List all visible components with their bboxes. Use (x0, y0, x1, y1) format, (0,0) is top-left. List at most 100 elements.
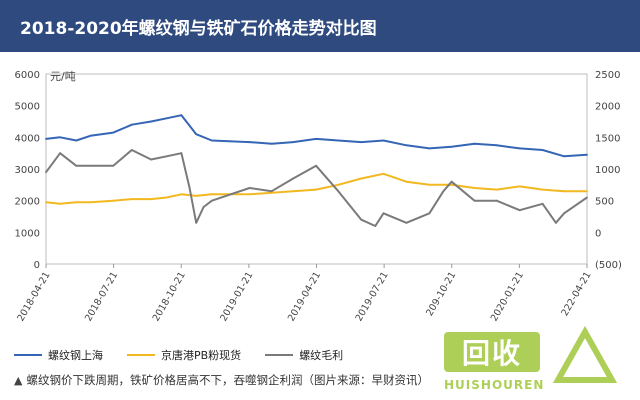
series-0-point (541, 149, 544, 151)
series-2-point (374, 225, 377, 227)
series-1-point (450, 183, 453, 186)
legend-swatch-iron-ore (127, 354, 155, 356)
series-2-point (89, 164, 92, 167)
series-1-point (495, 188, 498, 191)
legend-item-rebar: 螺纹钢上海 (14, 347, 103, 363)
x-tick-label: 2019-07-21 (354, 270, 391, 323)
x-tick-label: 209-10-21 (424, 270, 458, 318)
series-2-point (586, 196, 588, 199)
x-tick-label: 2018-07-21 (83, 270, 120, 323)
series-1-point (360, 177, 363, 180)
series-1-point (405, 180, 408, 183)
series-1-point (195, 195, 198, 197)
y-left-tick-label: 4000 (15, 133, 40, 144)
series-0-point (195, 133, 198, 136)
y-left-tick-label: 1000 (15, 228, 40, 239)
chart-title: 2018-2020年螺纹钢与铁矿石价格走势对比图 (20, 18, 377, 39)
series-0-point (563, 155, 565, 158)
series-0-point (150, 120, 153, 123)
watermark-sub: HUISHOUREN (444, 378, 545, 392)
series-0-point (382, 139, 385, 142)
series-1-point (45, 201, 47, 204)
watermark-main: 回收 (444, 332, 540, 372)
series-1-point (292, 190, 295, 193)
legend-label-iron-ore: 京唐港PB粉现货 (161, 349, 242, 362)
y-right-tick-label: (500) (595, 260, 622, 271)
series-1-point (428, 183, 431, 186)
y-right-tick-label: 1000 (595, 165, 620, 176)
series-2-point (45, 171, 47, 174)
series-2-point (59, 152, 61, 155)
series-1-point (563, 190, 565, 193)
series-1-point (210, 193, 213, 196)
legend: 螺纹钢上海 京唐港PB粉现货 螺纹毛利 (14, 346, 367, 364)
y-left-tick-label: 2000 (15, 197, 40, 208)
series-1-point (59, 202, 61, 205)
series-line-0 (45, 114, 588, 158)
series-1-point (150, 198, 153, 201)
series-2-point (112, 164, 115, 167)
plot-frame (45, 73, 588, 265)
y-right-tick-label: 2500 (595, 70, 620, 81)
y-left-tick-label: 0 (34, 260, 40, 271)
series-1-point (180, 193, 183, 196)
series-0-point (89, 134, 92, 137)
series-2-point (428, 212, 431, 215)
series-0-point (75, 139, 78, 142)
y-right-tick-label: 1500 (595, 133, 620, 144)
y-left-tick-label: 5000 (15, 102, 40, 113)
legend-swatch-margin (265, 354, 294, 356)
y-right-tick-label: 2000 (595, 102, 620, 113)
series-0-point (248, 141, 251, 143)
series-2-point (202, 206, 205, 208)
series-2-point (405, 221, 408, 224)
series-1-point (473, 187, 476, 189)
series-0-point (405, 144, 408, 147)
y-left-tick-label: 3000 (15, 165, 40, 176)
series-1-point (165, 196, 168, 199)
footnote: ▲ 螺纹钢价下跌周期，铁矿价格居高不下，吞噬钢企利润（图片来源：早财资讯） (14, 372, 429, 388)
series-0-point (518, 147, 521, 150)
series-2-point (442, 190, 445, 193)
x-tick-label: 2019-04-21 (286, 270, 323, 323)
legend-item-iron-ore: 京唐港PB粉现货 (127, 347, 241, 363)
series-1-point (75, 201, 78, 204)
series-1-point (382, 172, 385, 175)
series-0-point (337, 139, 340, 142)
series-0-point (112, 131, 115, 134)
y-right-tick-label: 500 (595, 197, 614, 208)
series-1-point (270, 191, 273, 194)
series-2-point (337, 190, 340, 193)
series-2-point (195, 221, 198, 224)
series-0-point (450, 145, 453, 148)
series-2-point (248, 187, 251, 189)
series-1-point (248, 193, 251, 196)
y-right-tick-label: 0 (595, 228, 601, 239)
series-1-point (586, 190, 588, 193)
series-2-point (270, 190, 273, 193)
series-1-point (89, 201, 92, 204)
legend-swatch-rebar (14, 354, 42, 356)
x-tick-label: 2018-10-21 (151, 270, 188, 323)
series-0-point (586, 153, 588, 156)
series-2-point (555, 221, 557, 224)
series-0-point (360, 141, 363, 143)
series-2-point (210, 199, 213, 202)
legend-label-rebar: 螺纹钢上海 (48, 349, 103, 362)
series-2-point (518, 209, 521, 212)
x-tick-label: 2019-01-21 (218, 270, 255, 323)
series-2-point (382, 212, 385, 215)
legend-item-margin: 螺纹毛利 (265, 347, 343, 363)
series-2-point (541, 202, 544, 205)
series-2-point (473, 199, 476, 202)
series-0-point (210, 139, 213, 142)
up-arrow-icon: ▲ (14, 373, 23, 387)
series-2-point (563, 212, 565, 215)
series-0-point (428, 147, 431, 150)
series-1-point (315, 188, 317, 191)
series-0-point (473, 142, 476, 145)
series-2-point (292, 177, 295, 180)
watermark-logo: 回收 HUISHOUREN (440, 322, 630, 400)
chart-area: 6000500040003000200010000250020001500100… (15, 70, 622, 323)
series-2-point (75, 164, 78, 167)
